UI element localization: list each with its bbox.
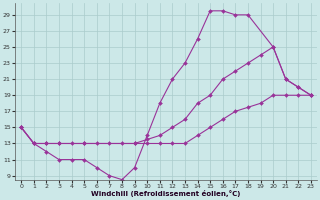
X-axis label: Windchill (Refroidissement éolien,°C): Windchill (Refroidissement éolien,°C) [92,190,241,197]
